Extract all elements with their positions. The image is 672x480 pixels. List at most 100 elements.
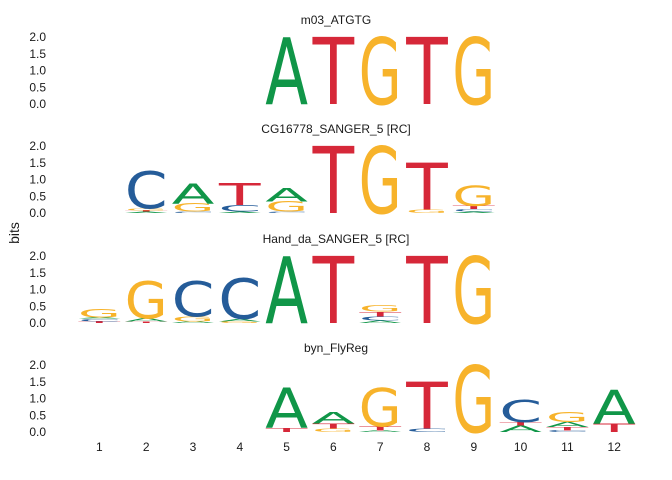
y-tick-label: 0.0 xyxy=(29,425,46,439)
y-tick-label: 0.0 xyxy=(29,316,46,330)
y-tick-label: 1.0 xyxy=(29,392,46,406)
logo-letter-a: A xyxy=(359,430,402,433)
logo-letter-a: A xyxy=(218,211,261,213)
y-axis-title: bits xyxy=(6,222,22,244)
logo-letter-a: A xyxy=(312,409,355,428)
logo-letter-c: C xyxy=(125,162,168,220)
logo-letter-g: G xyxy=(406,209,449,214)
x-tick-label: 7 xyxy=(377,440,384,454)
logo-letter-t: T xyxy=(77,321,121,324)
y-tick-label: 2.0 xyxy=(29,358,46,372)
logo-letter-t: T xyxy=(124,210,168,212)
logo-panel: Hand_da_SANGER_5 [RC]2.01.51.00.50.0 TCAG… xyxy=(29,232,495,346)
y-tick-label: 1.0 xyxy=(29,173,46,187)
y-tick-label: 0.5 xyxy=(29,189,46,203)
logo-letter-a: A xyxy=(359,320,402,324)
logo-letter-a: A xyxy=(218,318,261,322)
logo-letter-g: G xyxy=(218,321,261,324)
logo-letter-t: T xyxy=(124,321,168,323)
logo-letter-t: T xyxy=(311,422,355,430)
y-tick-label: 0.5 xyxy=(29,80,46,94)
y-tick-label: 0.5 xyxy=(29,408,46,422)
logo-letter-a: A xyxy=(125,211,168,213)
logo-letter-a: A xyxy=(172,321,215,324)
logo-letter-t: T xyxy=(218,178,262,213)
logo-letter-a: A xyxy=(452,211,495,213)
y-tick-label: 1.5 xyxy=(29,47,46,61)
x-tick-label: 4 xyxy=(236,440,243,454)
y-tick-label: 1.0 xyxy=(29,283,46,297)
logo-letter-g: G xyxy=(125,208,168,211)
logo-letter-c: C xyxy=(172,211,215,213)
logo-letter-t: T xyxy=(312,129,355,236)
logo-letter-t: T xyxy=(405,20,448,127)
logo-letter-g: G xyxy=(359,19,402,126)
logo-letter-c: C xyxy=(172,273,215,329)
logo-letter-g: G xyxy=(125,273,168,331)
x-tick-label: 5 xyxy=(283,440,290,454)
y-tick-label: 1.5 xyxy=(29,266,46,280)
logo-letter-c: C xyxy=(499,395,542,430)
logo-letter-t: T xyxy=(498,421,542,426)
y-tick-label: 2.0 xyxy=(29,30,46,44)
x-tick-label: 3 xyxy=(190,440,197,454)
logo-letter-t: T xyxy=(545,426,589,431)
logo-letter-g: G xyxy=(78,307,121,320)
logo-letter-t: T xyxy=(592,422,635,435)
logo-letter-t: T xyxy=(358,310,402,317)
x-tick-label: 9 xyxy=(470,440,477,454)
logo-letter-g: G xyxy=(265,199,308,215)
x-tick-label: 10 xyxy=(514,440,528,454)
logo-panel: m03_ATGTG 2.0 1.5 1.0 0.5 0.0 A T G T G xyxy=(29,13,495,127)
logo-letter-g: G xyxy=(452,238,495,345)
logo-letter-a: A xyxy=(265,19,308,127)
logo-letter-t: T xyxy=(452,205,496,210)
y-tick-label: 2.0 xyxy=(29,139,46,153)
x-tick-label: 6 xyxy=(330,440,337,454)
logo-letter-g: G xyxy=(312,428,355,433)
logo-letter-a: A xyxy=(546,421,590,429)
panel-title: m03_ATGTG xyxy=(301,13,371,27)
panel-title: byn_FlyReg xyxy=(304,341,368,355)
logo-letter-c: C xyxy=(218,203,261,214)
logo-letter-g: G xyxy=(359,128,402,235)
panel-title: CG16778_SANGER_5 [RC] xyxy=(261,122,410,136)
logo-letter-t: T xyxy=(264,427,308,433)
logo-letter-t: T xyxy=(405,150,448,225)
logo-letter-t: T xyxy=(405,239,448,346)
panel-title: Hand_da_SANGER_5 [RC] xyxy=(263,232,410,246)
logo-letter-t: T xyxy=(312,239,355,346)
logo-letter-c: C xyxy=(406,428,449,433)
logo-letter-a: A xyxy=(265,184,308,206)
logo-letter-c: C xyxy=(265,211,308,213)
logo-letter-a: A xyxy=(265,377,308,441)
logo-letter-c: C xyxy=(546,430,589,433)
x-axis: 1 2 3 4 5 6 7 8 9 10 11 12 xyxy=(96,440,621,454)
y-tick-label: 2.0 xyxy=(29,249,46,263)
logo-letter-t: T xyxy=(312,20,355,127)
logo-letter-a: A xyxy=(125,318,168,323)
y-tick-label: 0.5 xyxy=(29,299,46,313)
logo-letter-g: G xyxy=(452,347,495,454)
logo-letter-g: G xyxy=(172,201,215,214)
logo-letter-a: A xyxy=(78,317,121,319)
logo-letter-c: C xyxy=(218,268,261,332)
logo-letter-c: C xyxy=(78,318,121,322)
x-tick-label: 12 xyxy=(608,440,622,454)
logo-letter-g: G xyxy=(452,19,495,126)
logo-letter-c: C xyxy=(452,208,495,212)
logo-letter-a: A xyxy=(499,424,542,435)
logo-letter-g: G xyxy=(359,303,402,314)
x-tick-label: 11 xyxy=(561,440,574,454)
y-tick-label: 1.5 xyxy=(29,375,46,389)
y-tick-label: 0.0 xyxy=(29,97,46,111)
y-tick-label: 0.0 xyxy=(29,206,46,220)
x-tick-label: 1 xyxy=(96,440,103,454)
y-tick-label: 1.0 xyxy=(29,64,46,78)
logo-letter-g: G xyxy=(546,410,589,425)
x-tick-label: 2 xyxy=(143,440,150,454)
x-tick-label: 8 xyxy=(424,440,431,454)
